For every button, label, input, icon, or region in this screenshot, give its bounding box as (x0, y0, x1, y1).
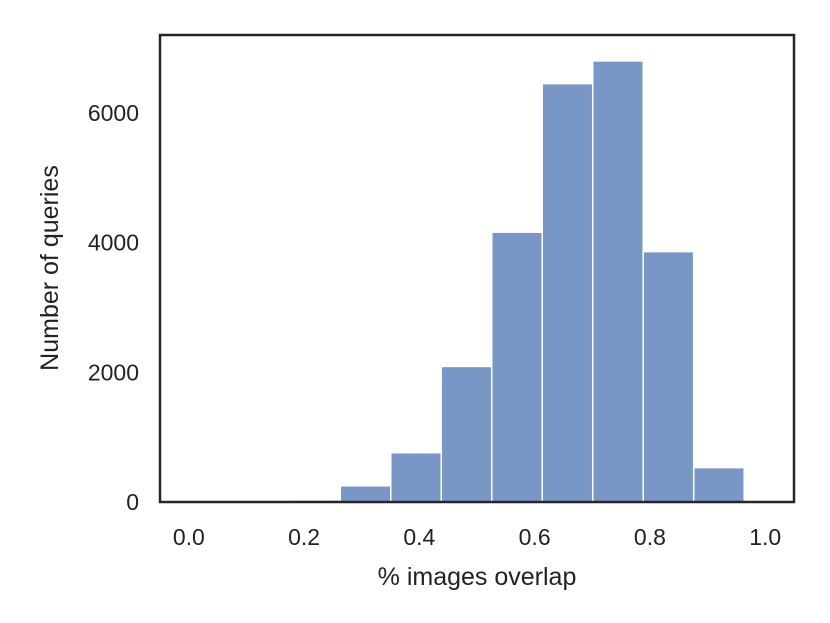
x-tick-label: 0.4 (403, 524, 435, 550)
y-axis-label: Number of queries (36, 165, 64, 371)
histogram-bar-7 (541, 82, 594, 503)
x-tick-label: 0.8 (634, 524, 666, 550)
x-tick-label: 0.6 (519, 524, 551, 550)
y-tick-label: 6000 (88, 100, 139, 126)
y-tick-label: 4000 (88, 230, 139, 256)
x-tick-label: 1.0 (749, 524, 781, 550)
histogram-bar-5 (440, 365, 493, 503)
y-tick-label: 0 (126, 489, 139, 515)
histogram-bar-4 (390, 451, 443, 503)
bars-group (289, 60, 745, 503)
x-tick-label: 0.2 (288, 524, 320, 550)
y-tick-label: 2000 (88, 359, 139, 385)
x-axis-label: % images overlap (378, 563, 577, 591)
x-tick-label: 0.0 (173, 524, 205, 550)
y-ticks-group: 0 2000 4000 6000 (88, 100, 139, 515)
histogram-bar-8 (591, 60, 644, 503)
histogram-bar-6 (491, 231, 543, 503)
x-ticks-group: 0.0 0.2 0.4 0.6 0.8 1.0 (173, 524, 781, 550)
histogram-bar-3 (339, 485, 392, 503)
plot-frame (158, 33, 796, 504)
histogram-bar-10 (692, 466, 745, 503)
histogram-bar-9 (642, 250, 695, 503)
